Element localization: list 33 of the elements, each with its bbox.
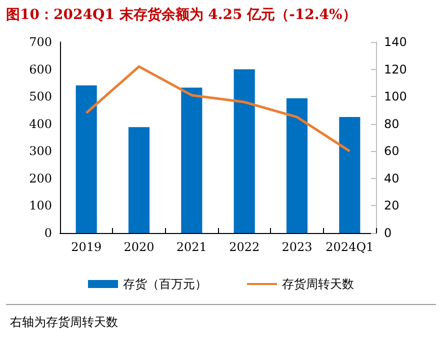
x-tick-label: 2021 [176,240,207,254]
y-tick-label: 200 [29,171,52,186]
y2-tick-label: 40 [384,171,400,186]
bar [181,88,202,233]
text: 右轴为存货周转天数 [10,314,118,331]
x-tick-label: 2023 [282,240,312,254]
x-tick-label: 2022 [229,240,260,254]
y-tick-label: 600 [29,62,52,76]
y-tick-label: 700 [29,35,52,49]
line-series [85,65,351,152]
y2-tick-label: 20 [384,198,400,213]
x-tick-label: 2024Q1 [326,240,374,254]
y-tick-label: 100 [29,198,52,213]
bar [286,98,308,233]
y2-tick-label: 100 [384,90,407,104]
chart-title: 图10：2024Q1 末存货余额为 4.25 亿元（-12.4%） [6,6,356,24]
y-tick-label: 500 [29,90,52,104]
y2-tick-label: 140 [384,35,407,49]
y2-tick-label: 80 [384,116,400,131]
legend-label: 存货（百万元） [123,277,207,291]
y-tick-label: 0 [44,226,52,240]
bar [339,117,360,233]
bar [76,85,97,233]
y-tick-label: 300 [29,144,52,158]
y2-tick-label: 120 [384,62,407,76]
bar [128,127,150,233]
x-tick-label: 2019 [71,240,102,254]
x-tick-label: 2020 [124,240,154,254]
y-tick-label: 400 [29,116,52,131]
legend-label: 存货周转天数 [282,277,354,291]
y2-tick-label: 0 [384,226,392,240]
y2-tick-label: 60 [384,144,400,158]
bar [234,69,255,233]
